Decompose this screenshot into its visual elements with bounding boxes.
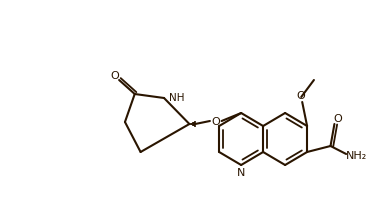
Text: O: O	[111, 71, 120, 81]
Text: NH: NH	[169, 92, 184, 103]
Text: NH₂: NH₂	[346, 150, 368, 160]
Text: O: O	[333, 114, 342, 123]
Text: N: N	[237, 167, 245, 177]
Text: O: O	[297, 91, 305, 101]
Text: O: O	[211, 116, 220, 126]
